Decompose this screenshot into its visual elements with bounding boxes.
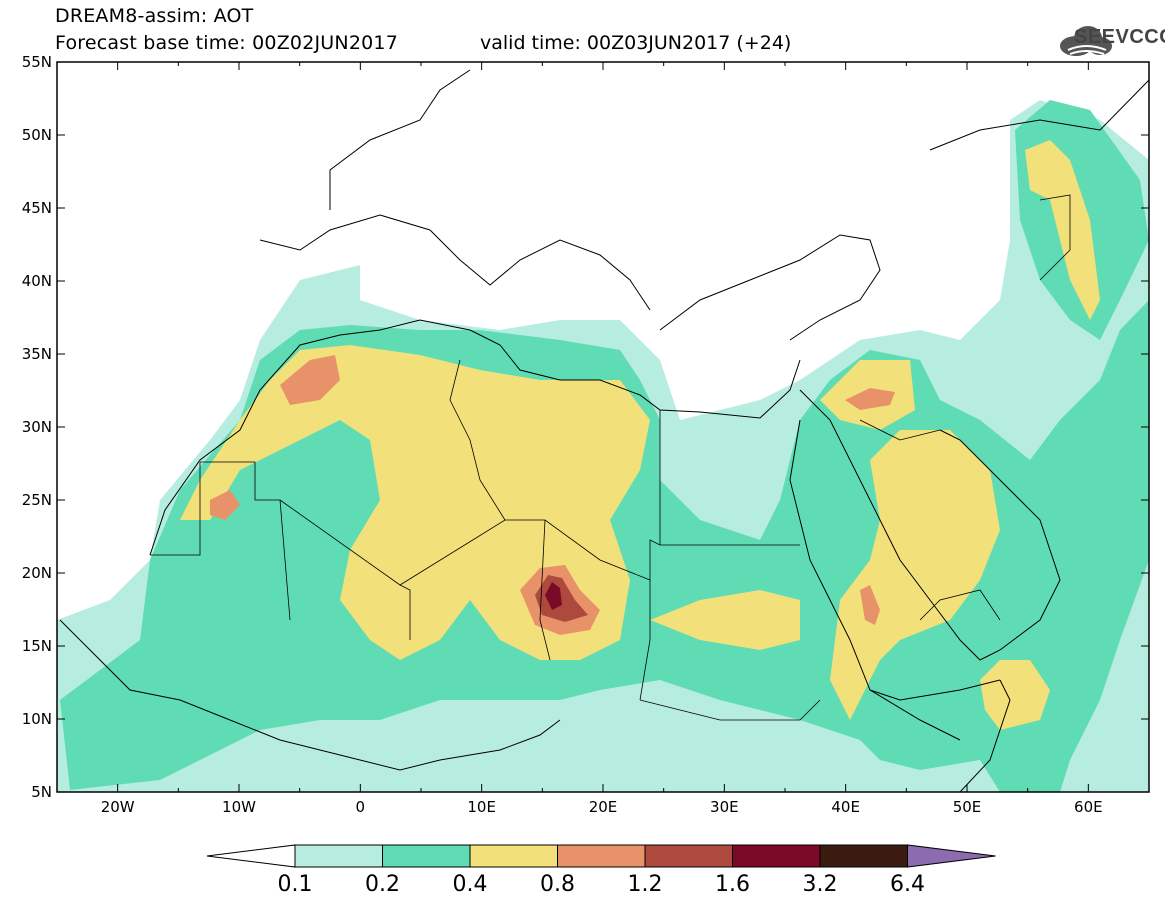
forecast-base-time: Forecast base time: 00Z02JUN2017: [55, 32, 398, 54]
latitude-labels: 55N 50N 45N 40N 35N 30N 25N 20N 15N 10N 5N: [22, 53, 52, 801]
colorbar-low-arrow: [206, 844, 296, 868]
lon-label: 0: [356, 798, 366, 816]
lat-label: 25N: [22, 491, 52, 509]
lat-label: 55N: [22, 53, 52, 71]
colorbar-level-label: 0.1: [277, 872, 313, 897]
country-borders: [150, 194, 1071, 721]
colorbar: [206, 844, 996, 868]
lon-label: 40E: [831, 798, 860, 816]
colorbar-segment: [557, 844, 646, 868]
colorbar-segment: [819, 844, 908, 868]
lat-label: 40N: [22, 272, 52, 290]
colorbar-segment: [732, 844, 821, 868]
colorbar-segment: [294, 844, 383, 868]
colorbar-level-label: 0.2: [365, 872, 400, 897]
valid-time: valid time: 00Z03JUN2017 (+24): [480, 32, 792, 54]
lat-label: 50N: [22, 126, 52, 144]
colorbar-segment: [644, 844, 733, 868]
lon-label: 20W: [101, 798, 135, 816]
lon-label: 10E: [467, 798, 496, 816]
colorbar-level-label: 0.4: [452, 872, 488, 897]
colorbar-level-label: 6.4: [890, 872, 925, 897]
lon-label: 30E: [710, 798, 739, 816]
colorbar-level-label: 3.2: [802, 872, 838, 897]
logo-text: SEEVCCC: [1074, 26, 1165, 48]
longitude-labels: 20W 10W 0 10E 20E 30E 40E 50E 60E: [101, 798, 1103, 816]
lon-label: 20E: [589, 798, 618, 816]
lat-label: 5N: [31, 783, 52, 801]
lon-label: 60E: [1074, 798, 1103, 816]
lon-label: 10W: [222, 798, 256, 816]
lat-label: 30N: [22, 418, 52, 436]
colorbar-level-label: 1.6: [715, 872, 750, 897]
colorbar-level-label: 1.2: [627, 872, 663, 897]
lon-label: 50E: [953, 798, 982, 816]
lat-label: 20N: [22, 564, 52, 582]
colorbar-segment: [469, 844, 558, 868]
axis-ticks: [56, 61, 1150, 793]
lat-label: 35N: [22, 345, 52, 363]
lat-label: 45N: [22, 199, 52, 217]
cloud-logo-icon: [1060, 26, 1112, 56]
colorbar-segment: [382, 844, 471, 868]
map-title: DREAM8-assim: AOT: [55, 5, 254, 27]
colorbar-high-arrow: [907, 844, 996, 868]
aot-field: [57, 100, 1149, 792]
colorbar-level-label: 0.8: [540, 872, 575, 897]
lat-label: 15N: [22, 637, 52, 655]
lat-label: 10N: [22, 710, 52, 728]
coastlines: [59, 69, 1149, 792]
